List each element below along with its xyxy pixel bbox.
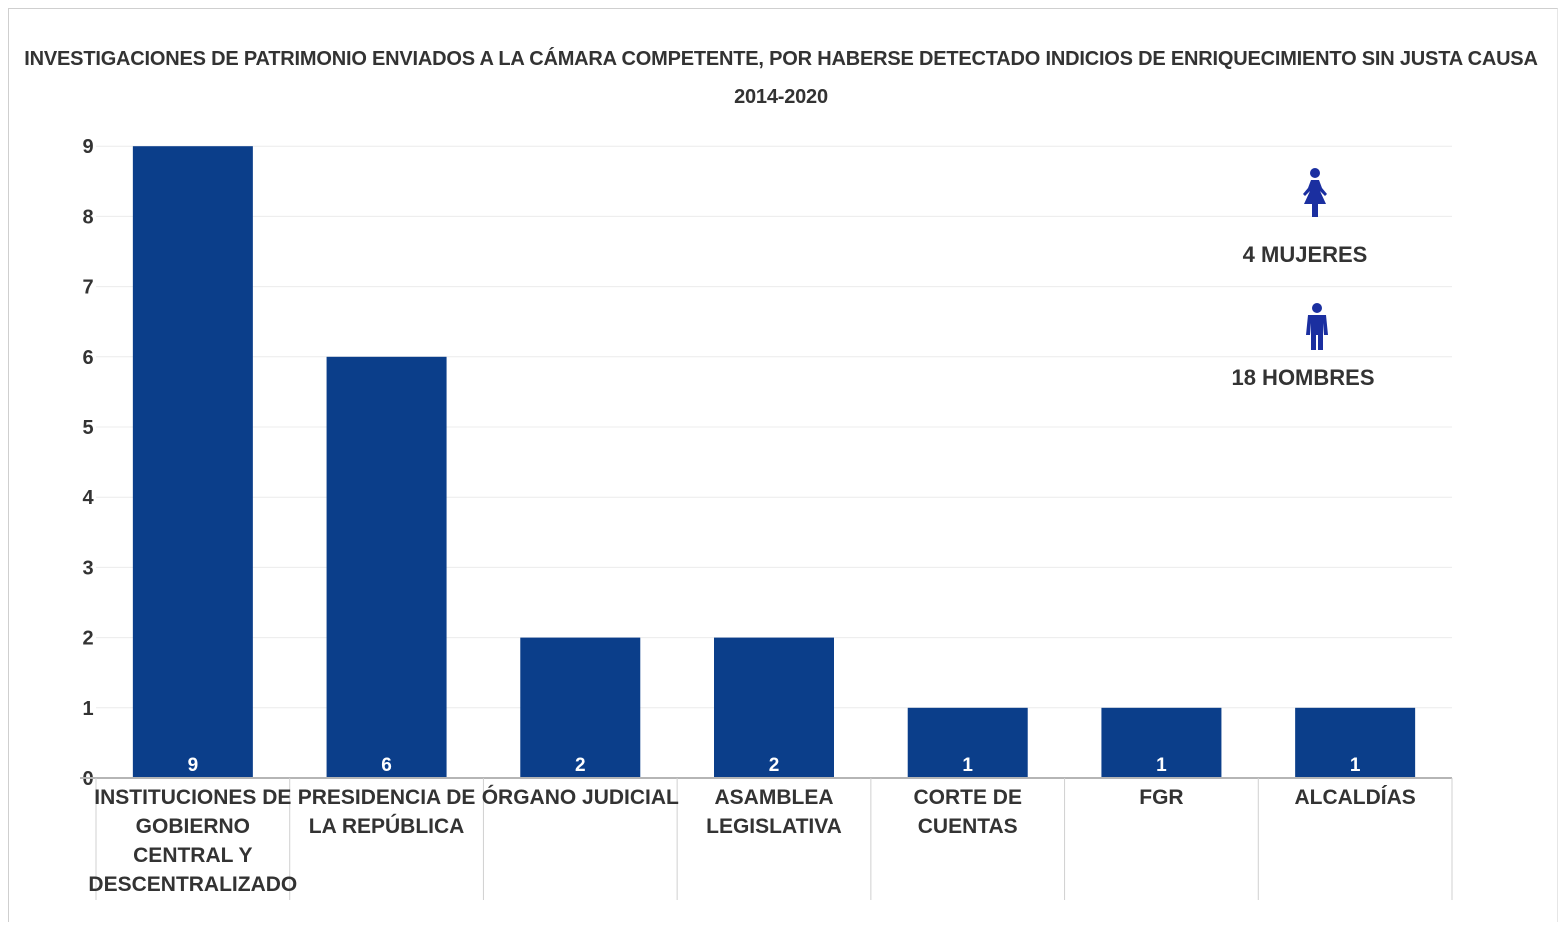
gridlines <box>96 145 1452 709</box>
category-label: INSTITUCIONES DE GOBIERNO CENTRAL Y DESCENT… <box>88 786 297 896</box>
category-label: PRESIDENCIA DE LA REPÚBLICA <box>298 786 476 838</box>
category-labels: INSTITUCIONES DE GOBIERNO CENTRAL Y DESCENT… <box>88 785 1415 896</box>
bar <box>132 146 253 778</box>
woman-icon <box>1303 168 1327 217</box>
bar-value-label: 1 <box>1350 755 1361 776</box>
category-label: ASAMBLEA LEGISLATIVA <box>706 786 842 838</box>
bar-value-label: 1 <box>1156 755 1167 776</box>
category-label: FGR <box>1139 786 1183 809</box>
y-tick-label: 4 <box>82 487 94 509</box>
y-tick-label: 1 <box>82 698 93 720</box>
bar <box>907 707 1028 778</box>
bars <box>132 146 1416 778</box>
women-count-label: 4 MUJERES <box>1243 242 1368 267</box>
bar-value-label: 1 <box>962 755 973 776</box>
category-label: CORTE DE CUENTAS <box>913 786 1022 838</box>
x-axis <box>80 777 1453 900</box>
bar <box>714 637 834 778</box>
y-tick-label: 3 <box>82 557 93 579</box>
chart-title: INVESTIGACIONES DE PATRIMONIO ENVIADOS A… <box>24 48 1538 70</box>
category-label: ÓRGANO JUDICIAL <box>482 785 679 809</box>
data-labels: 9 6 2 2 1 1 1 <box>188 755 1361 776</box>
men-count-label: 18 HOMBRES <box>1231 365 1374 390</box>
category-label: ALCALDÍAS <box>1294 786 1415 809</box>
bar <box>326 356 447 778</box>
bar-value-label: 2 <box>575 755 586 776</box>
y-tick-label: 5 <box>82 417 93 439</box>
chart-subtitle: 2014-2020 <box>734 86 828 108</box>
y-tick-label: 9 <box>82 136 93 158</box>
bar <box>1101 707 1222 778</box>
chart-frame <box>8 8 1558 922</box>
bar-value-label: 6 <box>381 755 392 776</box>
bar <box>520 637 641 778</box>
y-tick-label: 7 <box>82 277 93 299</box>
y-tick-label: 8 <box>82 206 93 228</box>
y-tick-label: 6 <box>82 347 93 369</box>
bar-value-label: 9 <box>188 755 199 776</box>
bar <box>1295 707 1416 778</box>
gender-legend: 4 MUJERES 18 HOMBRES <box>1231 168 1375 390</box>
man-icon <box>1306 303 1328 350</box>
bar-value-label: 2 <box>769 755 780 776</box>
y-tick-label: 2 <box>82 628 93 650</box>
